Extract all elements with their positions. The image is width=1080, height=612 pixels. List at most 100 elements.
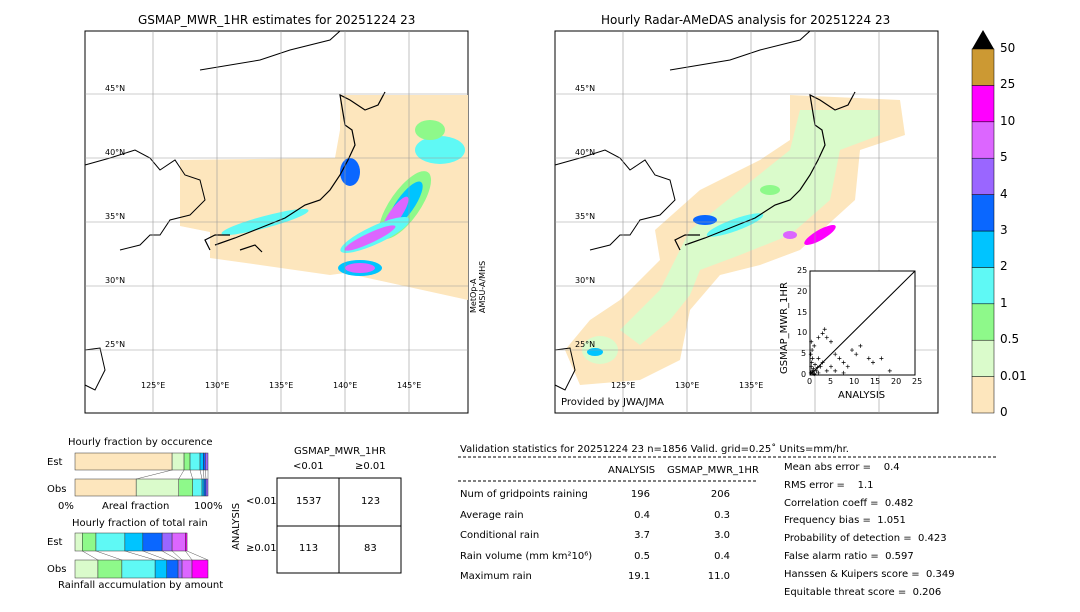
- scatter-point: [809, 339, 814, 344]
- scatter-point: [811, 366, 816, 371]
- contingency-row2: ≥0.01: [246, 543, 277, 554]
- colorbar-extend-arrow: [972, 30, 994, 49]
- scatter-point: [887, 368, 892, 373]
- scatter-point: [816, 356, 821, 361]
- left-map-title: GSMAP_MWR_1HR estimates for 20251224 23: [138, 13, 416, 27]
- scatter-y-tick: 15: [797, 307, 808, 317]
- scatter-y-tick: 25: [797, 266, 808, 275]
- bar-connector: [95, 550, 122, 561]
- bar-connector: [136, 469, 173, 480]
- colorbar-swatch: [971, 157, 995, 195]
- scatter-point: [829, 364, 833, 369]
- stat-label: Rain volume (mm km²10⁶): [460, 550, 593, 562]
- bar-segment: [97, 559, 123, 579]
- colorbar: [971, 30, 995, 414]
- lat-tick-label: 40°N: [105, 148, 126, 157]
- credit-label: Provided by JWA/JMA: [561, 397, 664, 408]
- stat-analysis-value: 196: [630, 489, 650, 500]
- scatter-x-tick: 25: [912, 377, 923, 386]
- bar-segment: [185, 532, 188, 552]
- occurrence-x-left: 0%: [58, 501, 74, 512]
- contingency-col1: <0.01: [293, 461, 324, 472]
- lon-tick-label: 125°E: [611, 381, 636, 390]
- occurrence-obs-label: Obs: [47, 484, 67, 495]
- scatter-point: [833, 368, 838, 373]
- bar-segment: [205, 478, 209, 497]
- bar-segment: [166, 559, 179, 579]
- score-line: Hanssen & Kuipers score = 0.349: [784, 568, 955, 580]
- total-rain-est-label: Est: [47, 537, 63, 548]
- scatter-point: [808, 352, 813, 357]
- bar-connector: [186, 550, 209, 561]
- scatter-point: [814, 368, 819, 373]
- scatter-y-tick: 0: [801, 370, 807, 379]
- stat-gsmap-value: 206: [710, 489, 730, 500]
- bar-segment: [203, 478, 207, 497]
- bar-segment: [124, 532, 144, 552]
- bar-connector: [124, 550, 156, 561]
- colorbar-swatch: [971, 48, 995, 86]
- cell-false-alarm: 123: [361, 496, 381, 507]
- scatter-xlabel: ANALYSIS: [838, 390, 886, 401]
- stats-col-analysis: ANALYSIS: [608, 465, 656, 476]
- lon-tick-label: 130°E: [675, 381, 700, 390]
- score-line: Probability of detection = 0.423: [784, 533, 947, 545]
- score-line: Frequency bias = 1.051: [784, 515, 906, 527]
- score-line: Mean abs error = 0.4: [784, 462, 900, 473]
- scatter-point: [813, 362, 818, 367]
- contingency-row-axis: ANALYSIS: [231, 502, 242, 550]
- contingency-title: GSMAP_MWR_1HR: [294, 446, 386, 457]
- scatter-point: [824, 368, 829, 373]
- stat-gsmap-value: 0.4: [714, 550, 730, 562]
- stat-analysis-value: 3.7: [634, 530, 650, 541]
- stats-header: Validation statistics for 20251224 23 n=…: [460, 444, 849, 455]
- lon-tick-label: 145°E: [397, 381, 422, 390]
- colorbar-swatch: [971, 376, 995, 414]
- scatter-point: [812, 372, 817, 377]
- bar-segment: [171, 452, 185, 471]
- scatter-y-tick: 10: [797, 328, 808, 338]
- scatter-ylabel: GSMAP_MWR_1HR: [779, 282, 790, 374]
- bar-connector: [189, 469, 193, 480]
- stat-label: Average rain: [460, 509, 524, 521]
- bar-segment: [74, 478, 137, 497]
- lat-tick-label: 45°N: [105, 84, 126, 93]
- cell-miss: 113: [299, 543, 319, 554]
- occurrence-title: Hourly fraction by occurence: [68, 437, 213, 448]
- scatter-point: [809, 364, 814, 369]
- scatter-point: [809, 360, 814, 365]
- stat-analysis-value: 19.1: [628, 571, 651, 582]
- scatter-point: [841, 360, 846, 365]
- total-rain-caption: Rainfall accumulation by amount: [58, 580, 224, 591]
- scatter-point: [854, 352, 859, 357]
- total-rain-obs-label: Obs: [47, 564, 67, 575]
- scatter-point: [829, 339, 833, 344]
- contingency-col2: ≥0.01: [355, 461, 386, 472]
- scatter-point: [815, 365, 820, 370]
- stats-col-gsmap: GSMAP_MWR_1HR: [667, 465, 759, 476]
- colorbar-tick-label: 25: [1000, 77, 1016, 92]
- scatter-point: [866, 356, 871, 361]
- lat-tick-label: 30°N: [105, 276, 126, 285]
- colorbar-tick-label: 2: [1000, 259, 1008, 274]
- bar-segment: [74, 559, 99, 579]
- scatter-point: [820, 331, 825, 336]
- bar-segment: [177, 559, 183, 579]
- japan-coast: [204, 91, 386, 253]
- scatter-y-tick: 20: [797, 286, 808, 296]
- cell-hit-neg: 1537: [296, 496, 322, 507]
- score-line: Equitable threat score = 0.206: [784, 586, 942, 598]
- bar-segment: [95, 532, 126, 552]
- bar-connector: [205, 469, 207, 480]
- colorbar-tick-label: 4: [1000, 186, 1008, 201]
- colorbar-swatch: [971, 303, 995, 341]
- lon-tick-label: 125°E: [141, 381, 166, 390]
- stat-label: Num of gridpoints raining: [460, 489, 588, 500]
- bar-connector: [142, 550, 167, 561]
- bar-connector: [199, 469, 203, 480]
- colorbar-tick-label: 5: [1000, 150, 1008, 165]
- one-to-one-line: [809, 270, 916, 376]
- colorbar-swatch: [971, 194, 995, 232]
- scatter-point: [808, 370, 813, 375]
- colorbar-tick-label: 50: [1000, 41, 1016, 55]
